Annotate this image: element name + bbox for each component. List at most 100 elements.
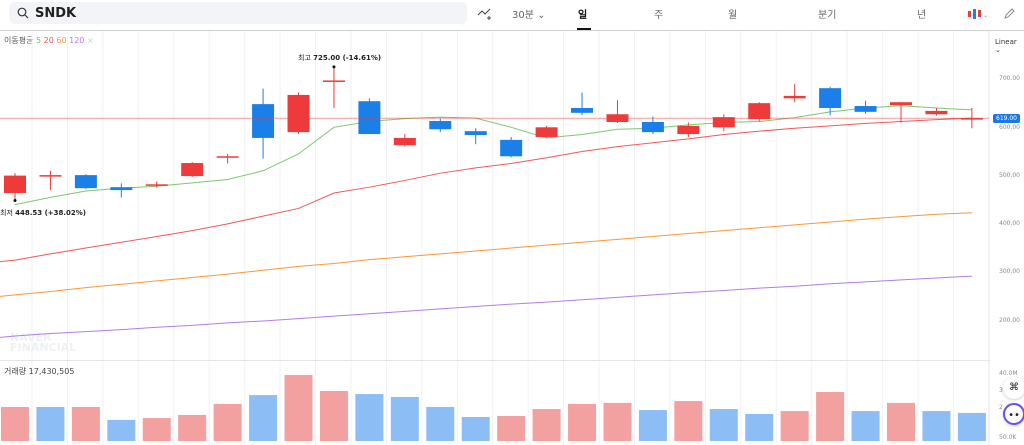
volume-bar <box>780 411 809 441</box>
volume-bar <box>213 403 242 441</box>
volume-bar <box>957 412 986 441</box>
volume-bar <box>603 402 632 441</box>
assistant-button[interactable]: •• <box>1003 403 1024 425</box>
candle-body <box>287 94 310 133</box>
volume-bar <box>745 413 774 441</box>
price-tick: 600.00 <box>999 124 1020 131</box>
volume-tick: 2 <box>999 404 1003 411</box>
volume-bar <box>355 394 384 441</box>
candle-body <box>39 175 62 177</box>
candle-body <box>429 121 452 130</box>
volume-bar <box>36 407 65 441</box>
interval-label: 30분 <box>512 10 534 21</box>
volume-bar <box>461 417 490 441</box>
svg-text:⌄: ⌄ <box>983 12 987 19</box>
tab-month[interactable]: 월 <box>728 10 738 21</box>
volume-bar <box>887 402 915 441</box>
volume-bar <box>249 395 278 441</box>
price-tick: 500.00 <box>999 172 1020 179</box>
price-chart[interactable] <box>0 31 990 445</box>
candle-body <box>925 110 948 115</box>
candle-body <box>358 101 381 135</box>
search-input[interactable]: SNDK <box>9 2 467 24</box>
interval-select[interactable]: 30분 ⌄ <box>512 10 546 21</box>
candle-body <box>252 104 275 138</box>
candle-body <box>181 163 204 177</box>
volume-bar <box>851 411 880 441</box>
tab-week[interactable]: 주 <box>654 10 664 21</box>
candle-body <box>890 102 912 106</box>
ma120-label: 120 <box>69 36 85 45</box>
candle-body <box>571 107 594 113</box>
volume-bar <box>816 392 845 441</box>
scale-mode-label: Linear <box>995 38 1017 46</box>
candle-body <box>393 137 416 146</box>
ma5-line <box>14 105 972 206</box>
volume-bar <box>1 407 29 441</box>
candle-body <box>854 106 877 112</box>
volume-bar <box>319 391 348 441</box>
close-icon[interactable]: × <box>86 36 94 45</box>
candle-body <box>641 121 664 133</box>
volume-tick: 50.0K <box>999 434 1017 441</box>
volume-bar <box>390 396 419 441</box>
draw-pencil-icon[interactable] <box>1004 8 1015 19</box>
candle-body <box>819 88 842 108</box>
tab-year[interactable]: 년 <box>917 10 927 21</box>
high-marker <box>332 65 336 69</box>
volume-bar <box>709 409 738 441</box>
volume-bar <box>142 418 171 441</box>
ma120-line <box>0 275 972 338</box>
tab-day[interactable]: 일 <box>578 10 588 21</box>
assistant-face-icon: •• <box>1008 410 1020 421</box>
search-value: SNDK <box>35 5 77 21</box>
low-annotation: 최저 448.53 (+38.02%) <box>0 208 86 218</box>
command-icon: ⌘ <box>1009 382 1019 393</box>
watermark: NAVER FINANCIAL <box>10 331 77 354</box>
scale-mode-select[interactable]: Linear ⌄ <box>995 38 1017 54</box>
volume-bar <box>497 416 526 441</box>
volume-bar <box>178 414 207 441</box>
volume-bar <box>532 409 561 441</box>
high-label: 최고 <box>298 54 311 62</box>
volume-bar <box>284 375 313 441</box>
ma60-label: 60 <box>56 36 67 45</box>
volume-bar <box>107 419 136 441</box>
search-icon <box>17 7 29 19</box>
price-tick: 200.00 <box>999 317 1020 324</box>
ma-legend[interactable]: 이동평균 5 20 60 120 × <box>4 35 94 46</box>
candle-body <box>464 131 487 136</box>
candle-body <box>960 118 983 120</box>
volume-bar <box>674 401 703 441</box>
ma5-label: 5 <box>36 36 42 45</box>
ma-label: 이동평균 <box>4 36 34 45</box>
ma60-line <box>0 212 972 297</box>
add-indicator-icon[interactable] <box>477 7 493 21</box>
volume-divider <box>0 360 990 361</box>
high-value: 725.00 (-14.61%) <box>313 54 382 62</box>
tab-quarter[interactable]: 분기 <box>818 10 837 21</box>
candle-body <box>322 80 345 82</box>
candle-body <box>535 127 558 137</box>
volume-bar <box>71 407 100 441</box>
candle-body <box>145 184 168 186</box>
current-price-tag: 619.00 <box>993 114 1020 123</box>
low-value: 448.53 (+38.02%) <box>15 209 86 217</box>
volume-tick: 40.0M <box>999 370 1018 377</box>
shortcut-button[interactable]: ⌘ <box>1003 377 1024 399</box>
candle-body <box>783 95 806 99</box>
candle-body <box>216 156 239 158</box>
volume-legend: 거래량 17,430,505 <box>4 366 74 377</box>
volume-bar <box>922 411 951 441</box>
candle-body <box>500 139 523 157</box>
active-tab-indicator <box>577 28 591 30</box>
low-label: 최저 <box>0 209 13 217</box>
candle-type-icon[interactable]: ⌄ <box>967 7 987 21</box>
candle-body <box>748 103 771 120</box>
ma20-line <box>0 117 972 263</box>
volume-bar <box>568 403 597 441</box>
candle-body <box>110 187 133 191</box>
candle-body <box>4 175 26 193</box>
price-tick: 300.00 <box>999 268 1020 275</box>
volume-bar <box>638 410 667 441</box>
